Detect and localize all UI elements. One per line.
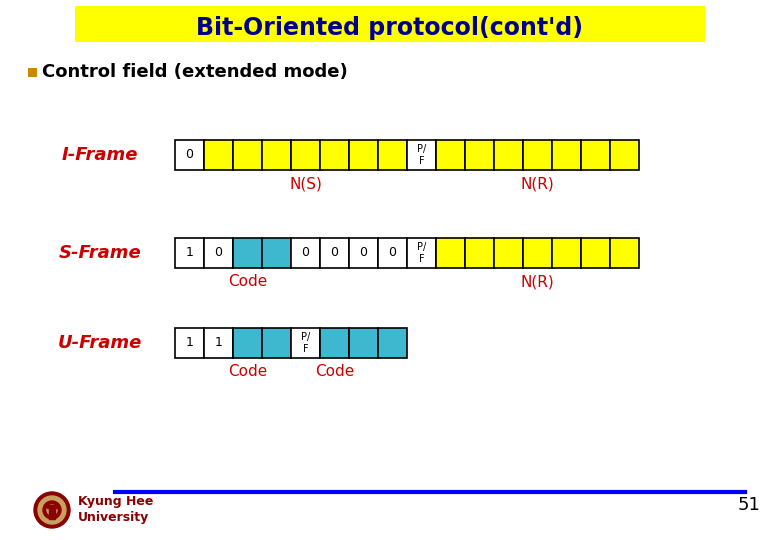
Bar <box>175 328 204 358</box>
Text: P/
F: P/ F <box>301 332 310 354</box>
Bar <box>610 238 639 268</box>
Bar <box>262 238 291 268</box>
Bar <box>610 140 639 170</box>
Text: Control field (extended mode): Control field (extended mode) <box>42 63 348 81</box>
Bar <box>407 140 436 170</box>
Text: 1: 1 <box>215 336 222 349</box>
Bar <box>49 507 55 519</box>
Bar <box>28 68 37 77</box>
Text: Code: Code <box>228 364 267 380</box>
Bar <box>494 238 523 268</box>
Bar <box>349 238 378 268</box>
Text: 0: 0 <box>331 246 339 260</box>
Text: S-Frame: S-Frame <box>58 244 141 262</box>
Bar <box>465 238 494 268</box>
Bar <box>75 6 705 42</box>
Bar <box>204 140 233 170</box>
Text: 1: 1 <box>186 246 193 260</box>
Text: 0: 0 <box>302 246 310 260</box>
Bar <box>378 140 407 170</box>
Bar <box>436 140 465 170</box>
Bar <box>175 238 204 268</box>
Bar <box>407 238 436 268</box>
Bar <box>523 238 552 268</box>
Bar <box>552 140 581 170</box>
Bar <box>204 238 233 268</box>
Bar <box>552 238 581 268</box>
Text: Bit-Oriented protocol(cont'd): Bit-Oriented protocol(cont'd) <box>197 16 583 40</box>
Bar <box>262 328 291 358</box>
Circle shape <box>47 505 57 515</box>
Text: 0: 0 <box>215 246 222 260</box>
Bar <box>233 140 262 170</box>
Bar <box>291 140 320 170</box>
Bar <box>581 140 610 170</box>
Text: Code: Code <box>315 364 354 380</box>
Bar <box>494 140 523 170</box>
Bar <box>349 328 378 358</box>
Text: 0: 0 <box>360 246 367 260</box>
Bar <box>349 140 378 170</box>
Bar <box>262 140 291 170</box>
Bar <box>233 238 262 268</box>
Text: N(R): N(R) <box>520 274 555 289</box>
Circle shape <box>43 501 61 519</box>
Bar <box>581 238 610 268</box>
Bar <box>47 505 57 508</box>
Text: University: University <box>78 511 149 524</box>
Text: N(R): N(R) <box>520 177 555 192</box>
Text: 1: 1 <box>186 336 193 349</box>
Text: Code: Code <box>228 274 267 289</box>
Bar <box>291 328 320 358</box>
Bar <box>523 140 552 170</box>
Bar <box>378 238 407 268</box>
Bar <box>320 328 349 358</box>
Circle shape <box>38 496 66 524</box>
Bar <box>320 238 349 268</box>
Bar <box>378 328 407 358</box>
Text: U-Frame: U-Frame <box>58 334 142 352</box>
Bar <box>233 328 262 358</box>
Text: P/
F: P/ F <box>417 144 426 166</box>
Bar <box>320 140 349 170</box>
Bar <box>175 140 204 170</box>
Bar <box>465 140 494 170</box>
Bar <box>291 238 320 268</box>
Bar <box>204 328 233 358</box>
Text: 51: 51 <box>737 496 760 514</box>
Text: P/
F: P/ F <box>417 242 426 264</box>
Text: 0: 0 <box>388 246 396 260</box>
Text: Kyung Hee: Kyung Hee <box>78 496 154 509</box>
Text: 0: 0 <box>186 148 193 161</box>
Text: I-Frame: I-Frame <box>62 146 138 164</box>
Bar <box>436 238 465 268</box>
Text: N(S): N(S) <box>289 177 322 192</box>
Circle shape <box>34 492 70 528</box>
